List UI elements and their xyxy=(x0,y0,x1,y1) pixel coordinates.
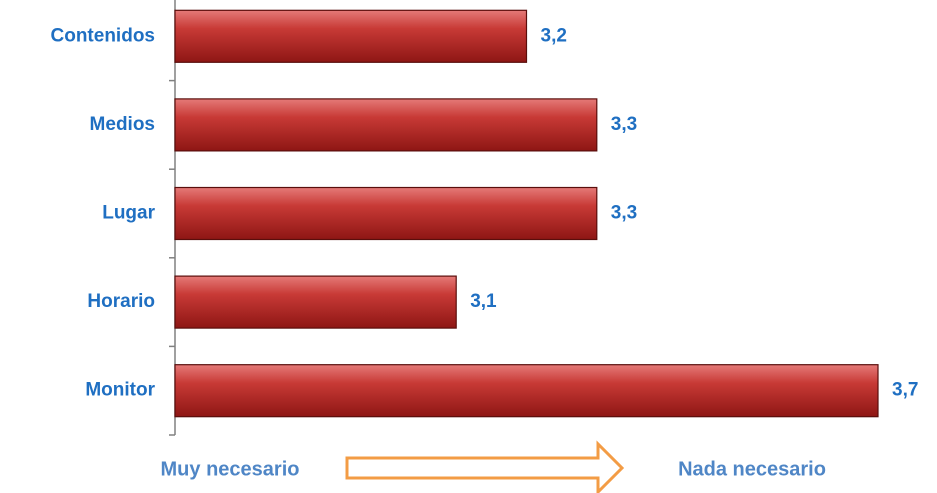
arrow xyxy=(345,440,625,493)
bar xyxy=(174,186,598,241)
axis-label-right: Nada necesario xyxy=(678,458,826,480)
value-label: 3,3 xyxy=(611,114,637,135)
bar xyxy=(174,275,457,329)
value-label: 3,3 xyxy=(611,203,637,224)
value-label: 3,7 xyxy=(892,380,918,401)
category-label: Monitor xyxy=(85,380,155,401)
category-label: Horario xyxy=(87,291,155,312)
bar xyxy=(174,364,879,418)
category-label: Lugar xyxy=(102,203,155,224)
bar xyxy=(174,9,528,63)
category-label: Contenidos xyxy=(51,25,156,46)
axis-label-left: Muy necesario xyxy=(161,458,300,480)
bar xyxy=(174,98,598,152)
value-label: 3,2 xyxy=(541,25,567,46)
value-label: 3,1 xyxy=(470,291,497,312)
category-label: Medios xyxy=(90,114,155,135)
